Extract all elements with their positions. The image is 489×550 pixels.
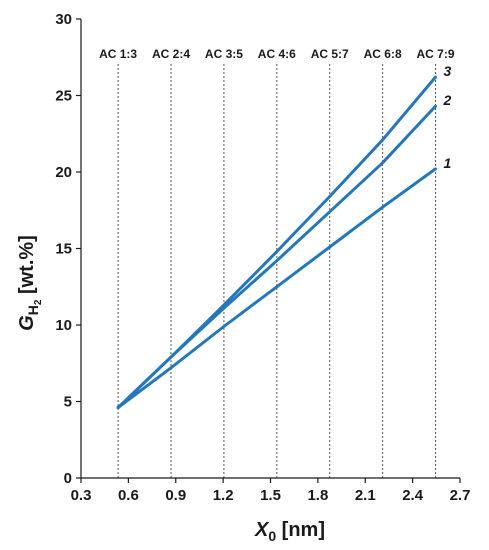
series-label-3: 3 (444, 63, 452, 79)
series-layer (116, 75, 437, 410)
y-tick-label: 30 (55, 11, 72, 28)
ac-label: AC 2:4 (152, 47, 190, 61)
y-tick-label: 20 (55, 164, 72, 181)
x-tick-label: 0.6 (118, 487, 139, 504)
y-axis-unit: [wt.%] (16, 235, 38, 299)
y-tick-label: 5 (64, 394, 72, 411)
x-tick-label: 1.2 (213, 487, 234, 504)
x-tick-label: 0.9 (165, 487, 186, 504)
y-tick-label: 0 (64, 470, 72, 487)
series-label-1: 1 (444, 155, 452, 171)
series-label-2: 2 (443, 92, 452, 108)
y-tick-label: 10 (55, 317, 72, 334)
ac-label: AC 6:8 (364, 47, 402, 61)
reference-lines-layer (117, 64, 437, 478)
x-axis-subscript: 0 (268, 528, 276, 544)
x-tick-label: 1.5 (260, 487, 281, 504)
ac-label: AC 5:7 (311, 47, 349, 61)
y-axis-title: GH2 [wt.%] (16, 235, 44, 331)
series-line-3 (116, 75, 437, 410)
y-axis-symbol: G (16, 315, 38, 331)
y-tick-label: 15 (55, 241, 72, 258)
x-axis-title: X0 [nm] (254, 519, 325, 544)
x-axis-unit: [nm] (276, 519, 325, 541)
ac-label: AC 3:5 (205, 47, 243, 61)
x-tick-label: 2.7 (450, 487, 471, 504)
x-tick-label: 2.4 (402, 487, 424, 504)
x-tick-label: 2.1 (355, 487, 376, 504)
ac-label: AC 7:9 (417, 47, 455, 61)
x-tick-label: 1.8 (307, 487, 328, 504)
x-tick-label: 0.3 (71, 487, 92, 504)
y-axis-subscript: H (25, 305, 41, 315)
y-tick-label: 25 (55, 88, 72, 105)
x-axis-symbol: X (254, 519, 270, 541)
series-line-1 (116, 167, 437, 410)
ac-label: AC 4:6 (258, 47, 296, 61)
ac-label: AC 1:3 (99, 47, 137, 61)
y-axis-subsubscript: 2 (33, 299, 44, 305)
axes-layer (76, 18, 461, 483)
labels-layer: AC 1:3 AC 2:4 AC 3:5 AC 4:6 AC 5:7 AC 6:8 AC 7… (55, 11, 470, 504)
